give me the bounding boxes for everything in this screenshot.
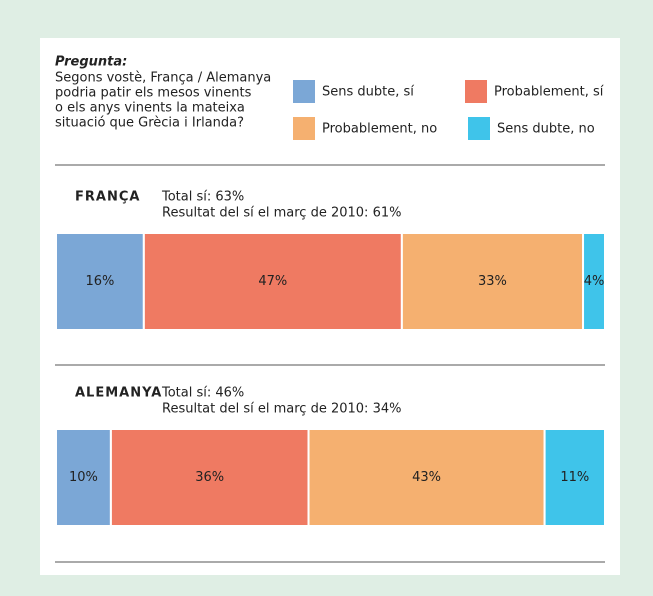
category-label: ALEMANYA	[75, 386, 162, 401]
value-label: 36%	[195, 470, 224, 485]
question-line: situació que Grècia i Irlanda?	[55, 116, 244, 131]
value-label: 10%	[69, 470, 98, 485]
legend-label: Probablement, no	[322, 122, 437, 137]
value-label: 16%	[85, 274, 114, 289]
legend-label: Sens dubte, sí	[322, 85, 414, 100]
bar-segment	[543, 428, 606, 527]
value-label: 47%	[258, 274, 287, 289]
question-label: Pregunta:	[55, 55, 127, 70]
bar-segment	[142, 232, 403, 331]
annotation: Total sí: 63%	[161, 190, 244, 205]
category-label: FRANÇA	[75, 190, 140, 205]
legend-swatch	[293, 80, 315, 103]
bar-segment	[400, 232, 585, 331]
bar-segment	[307, 428, 546, 527]
annotation: Resultat del sí el març de 2010: 61%	[162, 206, 401, 221]
legend-swatch	[293, 117, 315, 140]
legend-label: Sens dubte, no	[497, 122, 595, 137]
bar-segment	[582, 232, 606, 331]
legend-label: Probablement, sí	[494, 85, 604, 100]
bar-segment	[109, 428, 310, 527]
annotation: Total sí: 46%	[161, 386, 244, 401]
bar-segment	[55, 428, 112, 527]
question-line: Segons vostè, França / Alemanya	[55, 71, 271, 86]
value-label: 11%	[560, 470, 589, 485]
legend-swatch	[468, 117, 490, 140]
question-line: o els anys vinents la mateixa	[55, 101, 245, 116]
question-line: podria patir els mesos vinents	[55, 86, 252, 101]
value-label: 4%	[584, 274, 605, 289]
legend-swatch	[465, 80, 487, 103]
value-label: 43%	[412, 470, 441, 485]
annotation: Resultat del sí el març de 2010: 34%	[162, 402, 401, 417]
value-label: 33%	[478, 274, 507, 289]
